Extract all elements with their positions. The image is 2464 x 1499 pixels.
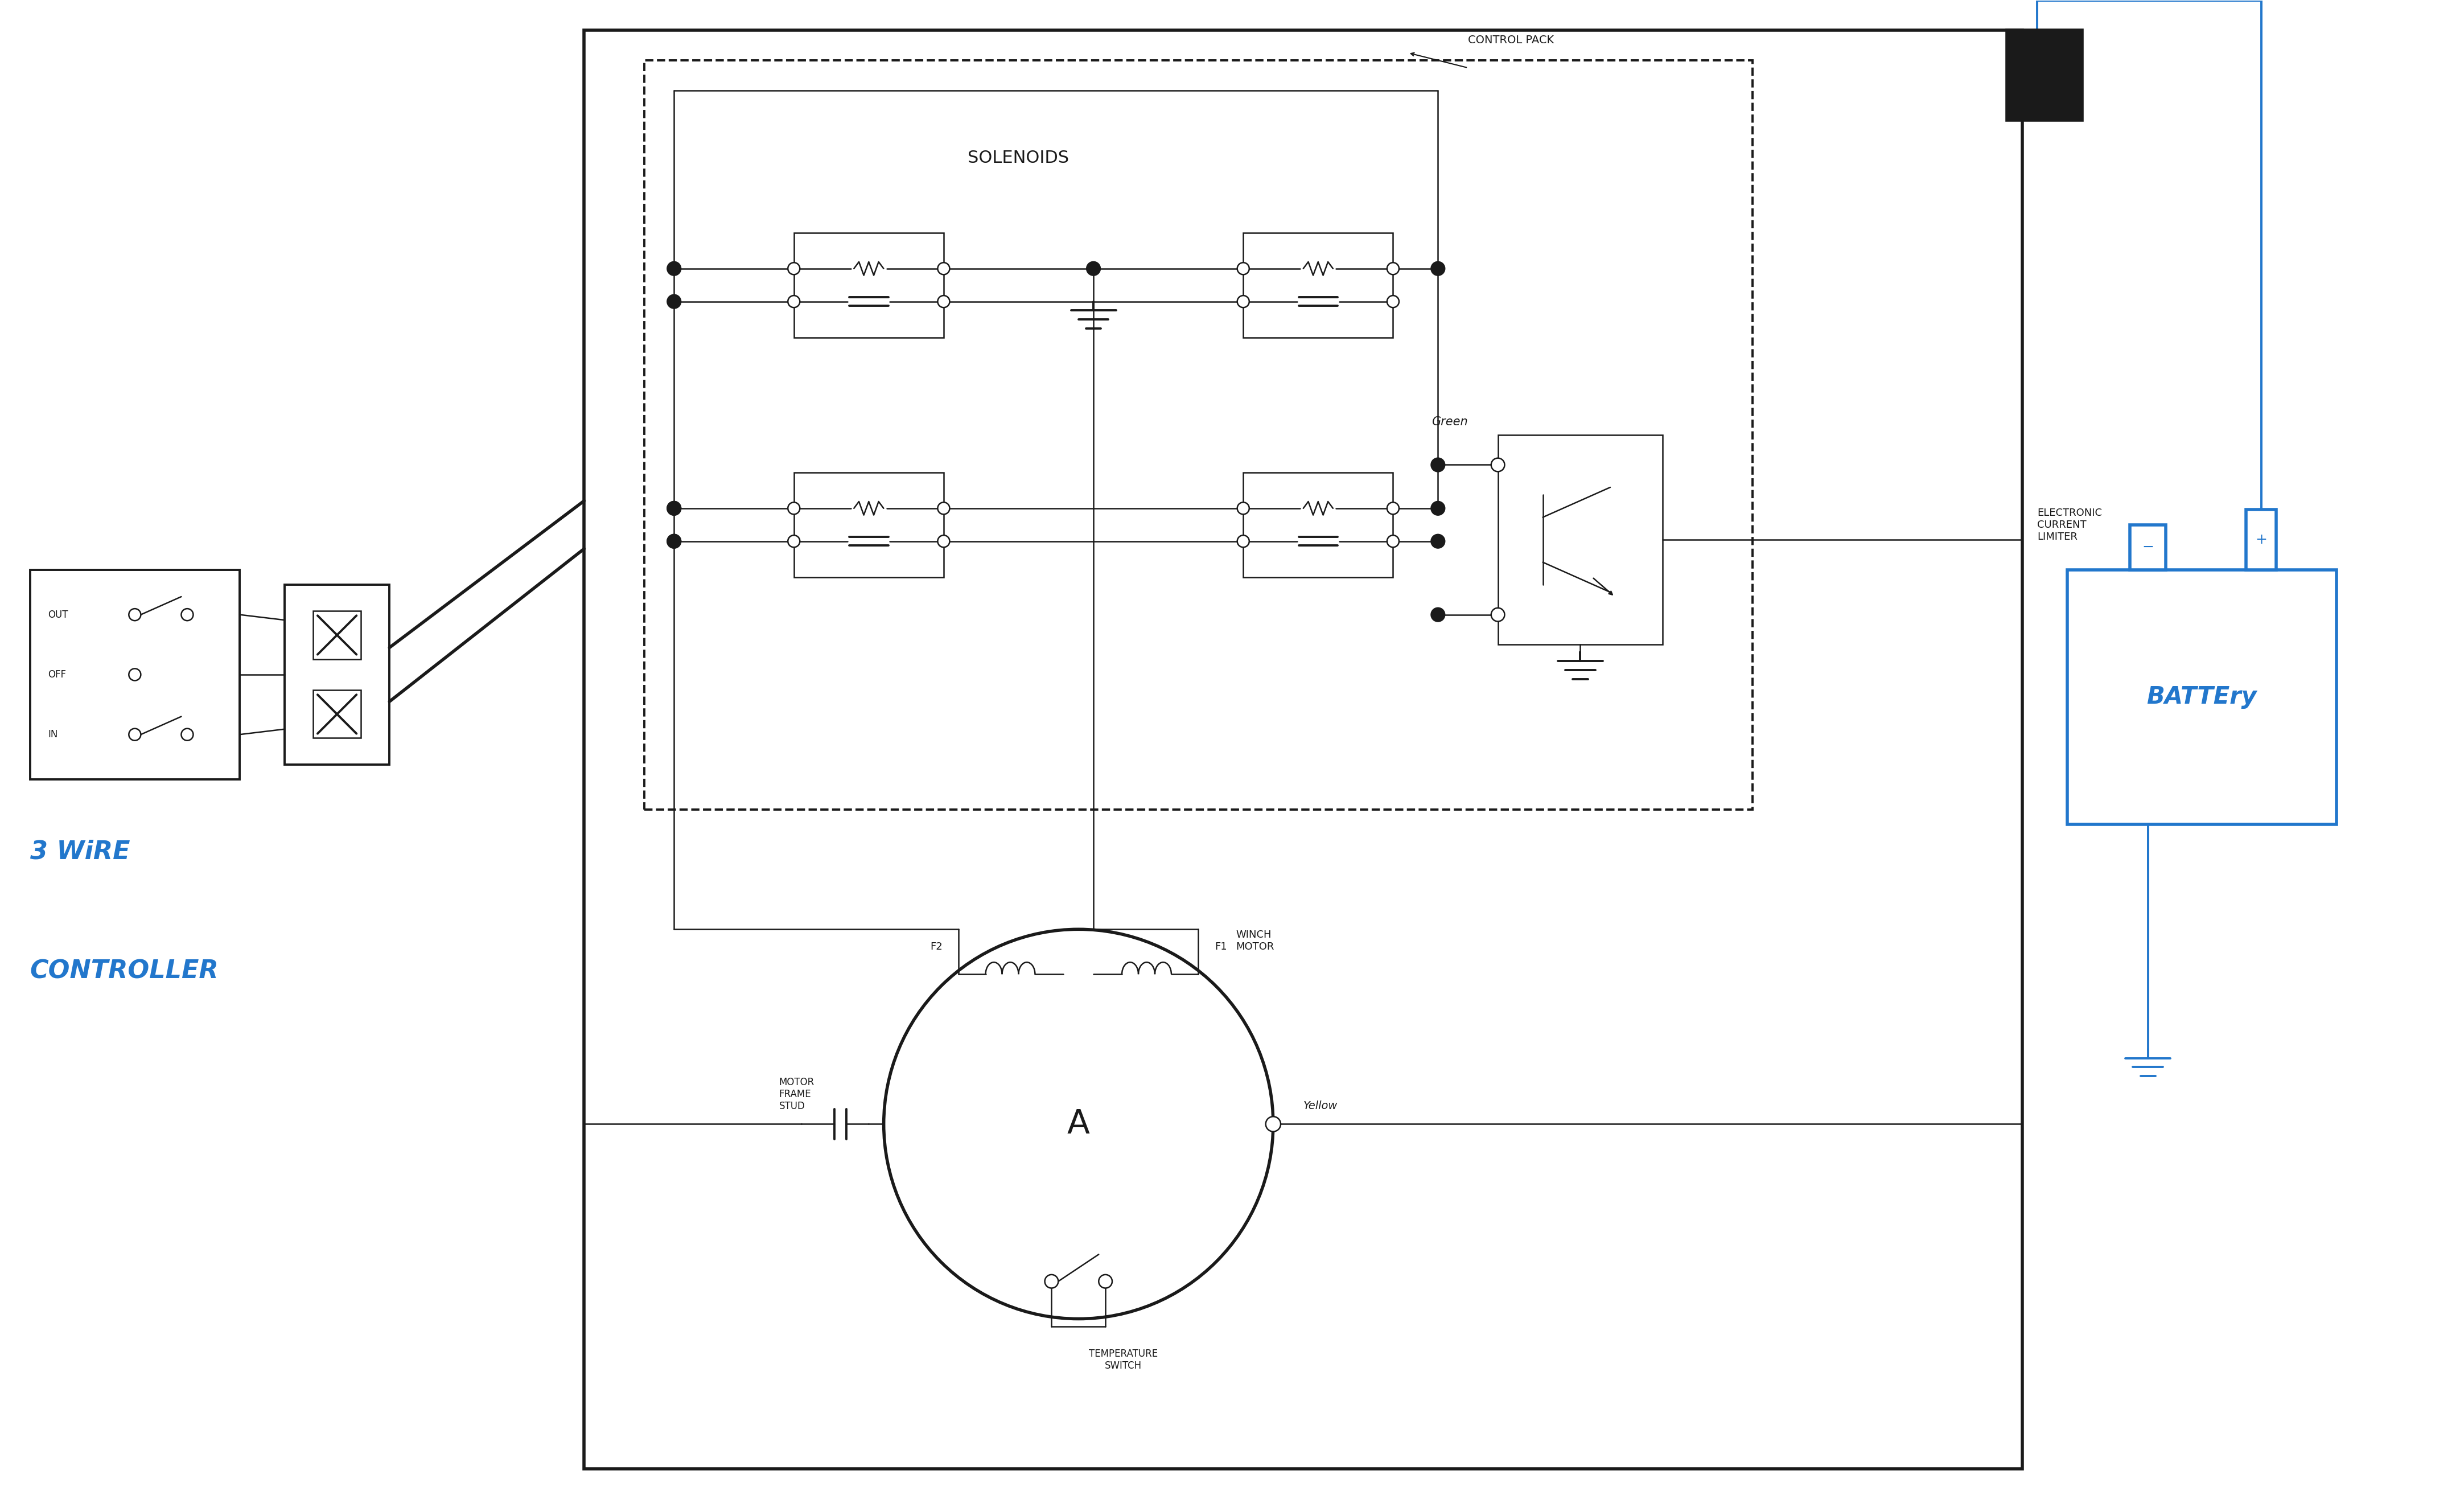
Text: OFF: OFF [47, 670, 67, 679]
Text: MOTOR
FRAME
STUD: MOTOR FRAME STUD [779, 1078, 813, 1111]
Circle shape [668, 502, 680, 516]
Circle shape [939, 262, 949, 274]
Circle shape [1432, 459, 1444, 472]
Text: CONTROL PACK: CONTROL PACK [1469, 34, 1555, 45]
Circle shape [1045, 1274, 1057, 1288]
Circle shape [1432, 535, 1444, 549]
Circle shape [128, 729, 140, 741]
Text: Green: Green [1432, 417, 1469, 427]
Circle shape [1237, 502, 1249, 514]
Circle shape [939, 535, 949, 547]
Circle shape [1491, 609, 1506, 622]
Circle shape [788, 535, 801, 547]
Circle shape [668, 535, 680, 549]
Circle shape [1387, 262, 1400, 274]
Circle shape [1237, 295, 1249, 307]
Bar [2008, 30, 2082, 120]
Circle shape [182, 729, 192, 741]
Text: 3 WiRE: 3 WiRE [30, 839, 131, 863]
Circle shape [1237, 535, 1249, 547]
Bar [286, 585, 389, 764]
Text: ELECTRONIC
CURRENT
LIMITER: ELECTRONIC CURRENT LIMITER [2038, 508, 2102, 541]
Circle shape [182, 609, 192, 621]
Circle shape [668, 295, 680, 309]
Circle shape [1387, 535, 1400, 547]
Text: +: + [2255, 534, 2267, 547]
Bar [313, 690, 362, 738]
Text: IN: IN [47, 730, 57, 739]
Circle shape [1387, 502, 1400, 514]
Text: OUT: OUT [47, 610, 69, 619]
Circle shape [788, 502, 801, 514]
Circle shape [939, 502, 949, 514]
Bar [793, 232, 944, 337]
Circle shape [128, 669, 140, 681]
Circle shape [668, 502, 680, 516]
Circle shape [668, 535, 680, 549]
Circle shape [1266, 1117, 1281, 1132]
Bar [1498, 435, 1663, 645]
Circle shape [1432, 262, 1444, 276]
Circle shape [1491, 459, 1506, 472]
Circle shape [1387, 295, 1400, 307]
Circle shape [1432, 502, 1444, 516]
Circle shape [668, 262, 680, 276]
Bar [313, 612, 362, 660]
Circle shape [1087, 262, 1101, 276]
Bar [793, 472, 944, 577]
Text: −: − [2141, 541, 2154, 555]
Circle shape [1432, 609, 1444, 622]
Bar [643, 60, 1752, 809]
Circle shape [939, 295, 949, 307]
Text: F1: F1 [1215, 941, 1227, 952]
Bar [30, 570, 239, 779]
Bar [2129, 525, 2166, 570]
Text: Yellow: Yellow [1303, 1100, 1338, 1111]
Text: TEMPERATURE
SWITCH: TEMPERATURE SWITCH [1089, 1349, 1158, 1372]
Bar [584, 30, 2023, 1469]
Bar [2247, 510, 2277, 570]
Text: SOLENOIDS: SOLENOIDS [968, 150, 1069, 166]
Text: CONTROLLER: CONTROLLER [30, 959, 219, 983]
Bar [1244, 232, 1392, 337]
Bar [1244, 472, 1392, 577]
Circle shape [1099, 1274, 1111, 1288]
Text: A: A [1067, 1108, 1089, 1141]
Bar [2067, 570, 2336, 824]
Circle shape [1237, 262, 1249, 274]
Circle shape [885, 929, 1274, 1319]
Text: WINCH
MOTOR: WINCH MOTOR [1237, 929, 1274, 952]
Circle shape [128, 609, 140, 621]
Circle shape [788, 262, 801, 274]
Text: BATTEry: BATTEry [2146, 685, 2257, 709]
Text: F2: F2 [929, 941, 941, 952]
Circle shape [788, 295, 801, 307]
